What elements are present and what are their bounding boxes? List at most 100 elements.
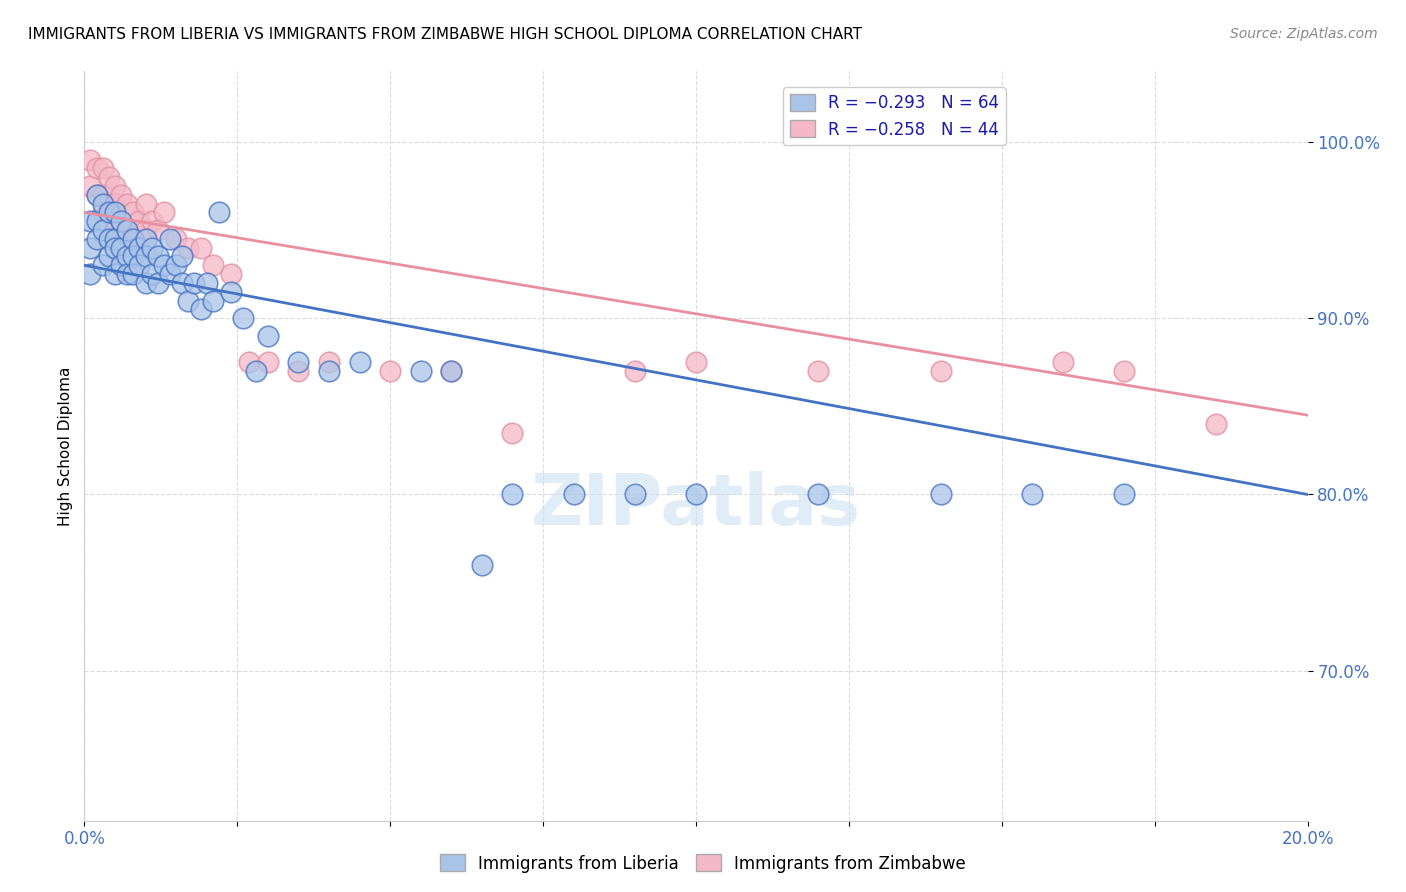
- Point: [110, 187, 132, 202]
- Point: [97, 170, 120, 185]
- Point: [201, 258, 224, 272]
- Point: [79, 267, 101, 281]
- Point: [1205, 417, 1227, 431]
- Point: [183, 276, 205, 290]
- Point: [97, 205, 120, 219]
- Point: [929, 364, 952, 378]
- Point: [502, 425, 524, 440]
- Point: [91, 196, 114, 211]
- Point: [177, 241, 200, 255]
- Point: [122, 267, 145, 281]
- Point: [440, 364, 463, 378]
- Point: [91, 187, 114, 202]
- Legend: R = −0.293   N = 64, R = −0.258   N = 44: R = −0.293 N = 64, R = −0.258 N = 44: [783, 87, 1005, 145]
- Point: [380, 364, 402, 378]
- Point: [110, 241, 132, 255]
- Point: [135, 276, 157, 290]
- Point: [624, 487, 647, 501]
- Point: [318, 364, 340, 378]
- Point: [1052, 355, 1074, 369]
- Point: [115, 250, 138, 264]
- Point: [165, 258, 187, 272]
- Point: [440, 364, 463, 378]
- Point: [122, 250, 145, 264]
- Point: [257, 355, 280, 369]
- Point: [91, 223, 114, 237]
- Point: [135, 232, 157, 246]
- Point: [232, 311, 254, 326]
- Point: [172, 276, 194, 290]
- Point: [104, 205, 127, 219]
- Point: [79, 214, 101, 228]
- Point: [146, 276, 169, 290]
- Point: [153, 205, 176, 219]
- Point: [86, 232, 108, 246]
- Point: [165, 232, 187, 246]
- Point: [177, 293, 200, 308]
- Point: [122, 232, 145, 246]
- Point: [562, 487, 585, 501]
- Point: [97, 250, 120, 264]
- Point: [685, 355, 707, 369]
- Point: [104, 223, 127, 237]
- Point: [91, 258, 114, 272]
- Point: [807, 364, 830, 378]
- Point: [115, 223, 138, 237]
- Point: [79, 241, 101, 255]
- Y-axis label: High School Diploma: High School Diploma: [58, 367, 73, 525]
- Point: [104, 178, 127, 193]
- Point: [287, 364, 309, 378]
- Point: [1021, 487, 1043, 501]
- Point: [318, 355, 340, 369]
- Point: [190, 241, 212, 255]
- Point: [128, 214, 150, 228]
- Point: [257, 328, 280, 343]
- Point: [219, 267, 242, 281]
- Point: [135, 223, 157, 237]
- Point: [349, 355, 371, 369]
- Point: [201, 293, 224, 308]
- Point: [79, 178, 101, 193]
- Point: [104, 241, 127, 255]
- Point: [502, 487, 524, 501]
- Point: [141, 267, 163, 281]
- Point: [471, 558, 494, 572]
- Point: [159, 232, 181, 246]
- Point: [929, 487, 952, 501]
- Point: [159, 267, 181, 281]
- Point: [245, 364, 267, 378]
- Legend: Immigrants from Liberia, Immigrants from Zimbabwe: Immigrants from Liberia, Immigrants from…: [433, 847, 973, 880]
- Text: Source: ZipAtlas.com: Source: ZipAtlas.com: [1230, 27, 1378, 41]
- Point: [141, 241, 163, 255]
- Point: [104, 232, 127, 246]
- Point: [110, 214, 132, 228]
- Point: [153, 258, 176, 272]
- Text: IMMIGRANTS FROM LIBERIA VS IMMIGRANTS FROM ZIMBABWE HIGH SCHOOL DIPLOMA CORRELAT: IMMIGRANTS FROM LIBERIA VS IMMIGRANTS FR…: [28, 27, 862, 42]
- Point: [86, 187, 108, 202]
- Point: [91, 161, 114, 176]
- Point: [128, 258, 150, 272]
- Point: [86, 187, 108, 202]
- Point: [1114, 487, 1136, 501]
- Point: [135, 250, 157, 264]
- Point: [128, 241, 150, 255]
- Point: [122, 232, 145, 246]
- Point: [135, 196, 157, 211]
- Point: [115, 196, 138, 211]
- Point: [97, 232, 120, 246]
- Point: [115, 267, 138, 281]
- Point: [110, 258, 132, 272]
- Point: [219, 285, 242, 299]
- Point: [97, 196, 120, 211]
- Point: [190, 302, 212, 317]
- Point: [624, 364, 647, 378]
- Point: [146, 223, 169, 237]
- Point: [238, 355, 260, 369]
- Point: [146, 250, 169, 264]
- Point: [79, 153, 101, 167]
- Point: [208, 205, 231, 219]
- Point: [141, 214, 163, 228]
- Point: [91, 205, 114, 219]
- Point: [195, 276, 218, 290]
- Point: [104, 267, 127, 281]
